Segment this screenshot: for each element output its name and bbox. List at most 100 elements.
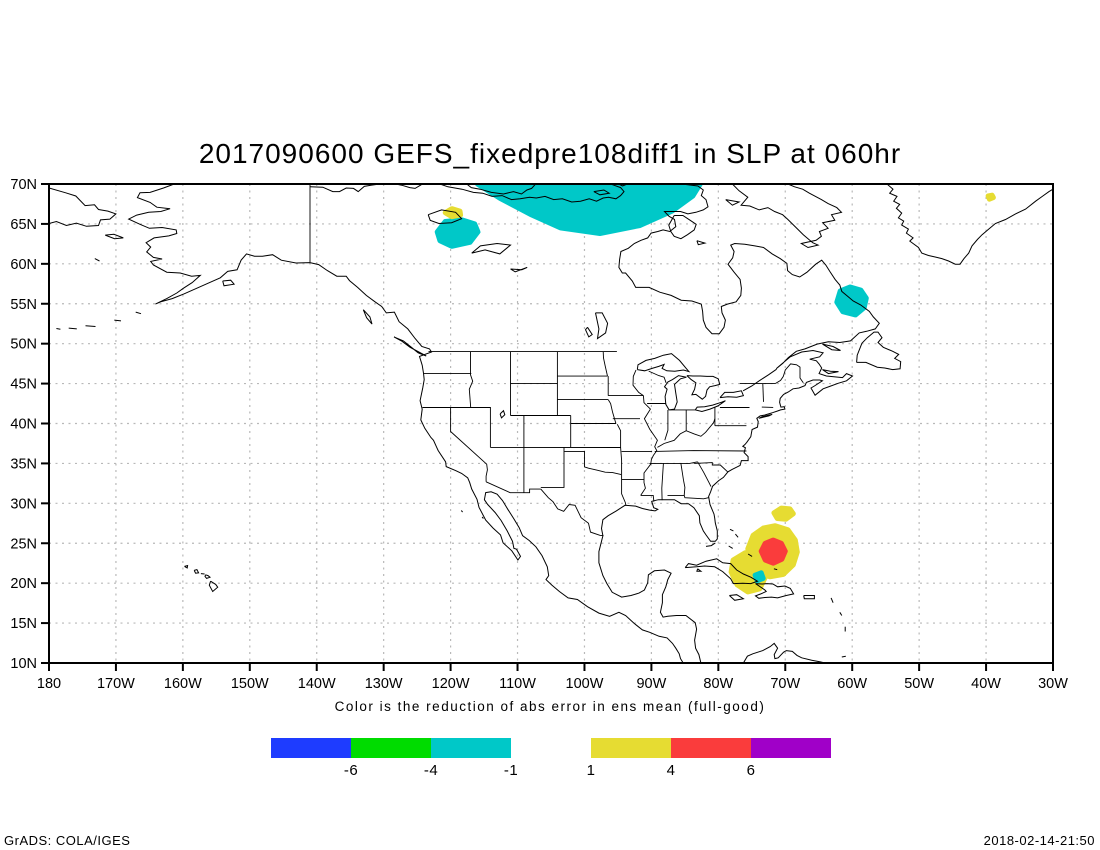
colorbar-level-label: -1 [503, 762, 519, 779]
coastline [742, 368, 777, 392]
lat-tick-label: 50N [10, 337, 37, 353]
lon-tick-label: 160W [164, 676, 202, 692]
state-border [602, 351, 608, 377]
colorbar-segment-negative--6 [271, 738, 351, 758]
lon-tick-label: 170W [97, 676, 135, 692]
coastline [222, 279, 236, 287]
lat-tick-label: 40N [10, 417, 37, 433]
state-border [564, 450, 622, 476]
state-borders [309, 184, 804, 537]
coastline [114, 319, 122, 322]
lon-tick-label: 70W [770, 676, 800, 692]
colorbar-level-label: -6 [343, 762, 359, 779]
coastline [439, 184, 625, 203]
lake-outline [663, 375, 687, 411]
coastline [193, 569, 200, 574]
lon-tick-label: 120W [432, 676, 470, 692]
lat-tick-label: 25N [10, 536, 37, 552]
lon-tick-label: 130W [365, 676, 403, 692]
coastline [754, 583, 795, 599]
lon-tick-label: 80W [703, 676, 733, 692]
state-border [697, 461, 712, 487]
lake-outline [694, 400, 726, 413]
coastline [135, 311, 142, 315]
shaded-region-greenland-positive-dot [985, 192, 996, 202]
plot-title: 2017090600 GEFS_fixedpre108diff1 in SLP … [198, 138, 902, 169]
coastline [460, 510, 463, 513]
axis-ticks [41, 183, 1054, 671]
coastline [85, 325, 96, 327]
state-border [632, 369, 644, 396]
coastline [725, 199, 741, 206]
lake-outline [427, 209, 463, 225]
lon-tick-label: 110W [499, 676, 536, 692]
lake-outline [595, 312, 609, 340]
coastline [684, 558, 759, 585]
coastline [856, 331, 902, 371]
coastline [742, 642, 826, 663]
coastline [94, 258, 100, 262]
coastline [732, 184, 843, 249]
lake-outline [686, 375, 721, 400]
coastline [728, 545, 733, 549]
lat-tick-label: 45N [10, 377, 37, 393]
lon-tick-label: 100W [566, 676, 604, 692]
state-border [640, 395, 658, 496]
state-border [657, 418, 716, 448]
state-border [654, 450, 747, 452]
state-border [667, 494, 710, 500]
state-border [694, 462, 729, 473]
state-border [468, 351, 474, 408]
colorbar-negative [271, 738, 511, 758]
coastline [696, 568, 703, 572]
grads-version-stamp: GrADS: COLA/IGES [4, 833, 131, 848]
lon-tick-label: 180 [37, 676, 61, 692]
shaded-region-hispaniola-negative-dot [752, 570, 766, 584]
state-border [661, 463, 664, 501]
lon-tick-label: 40W [971, 676, 1001, 692]
axis-labels: 70N65N60N55N50N45N40N35N30N25N20N15N10N1… [10, 177, 1068, 692]
colorbar-segment-negative--1 [431, 738, 511, 758]
lon-tick-label: 140W [298, 676, 336, 692]
colorbar-segment-positive-4 [671, 738, 751, 758]
coastline [830, 597, 834, 603]
state-border [620, 447, 623, 475]
coastline [735, 533, 739, 538]
lakes [427, 209, 745, 419]
lon-tick-label: 60W [837, 676, 867, 692]
lon-tick-label: 50W [904, 676, 934, 692]
coastline [105, 233, 124, 240]
map-canvas: 70N65N60N55N50N45N40N35N30N25N20N15N10N1… [10, 177, 1068, 692]
colorbar-caption: Color is the reduction of abs error in e… [334, 699, 766, 714]
coastline [886, 184, 1053, 265]
state-border [664, 409, 669, 441]
coastline [49, 187, 117, 227]
coastline [481, 516, 484, 519]
state-border [450, 407, 488, 482]
lake-outline [471, 242, 512, 255]
state-border [640, 494, 655, 502]
lat-tick-label: 15N [10, 616, 37, 632]
shaded-region-nw-canada-negative [434, 217, 481, 249]
colorbar-level-label: 4 [666, 762, 676, 779]
lake-outline [499, 409, 506, 419]
lon-tick-label: 90W [636, 676, 666, 692]
state-border [762, 383, 764, 402]
state-border [607, 399, 617, 424]
coastline [839, 612, 843, 616]
shaded-region-canadian-arctic-negative [474, 184, 703, 236]
lat-tick-label: 20N [10, 576, 37, 592]
coastline [56, 328, 61, 330]
lon-tick-label: 150W [231, 676, 269, 692]
lake-outline [510, 266, 528, 273]
lat-tick-label: 65N [10, 217, 37, 233]
coastline [747, 553, 753, 557]
coastline [204, 574, 212, 579]
coastline [822, 343, 841, 351]
colorbar-level-label: -4 [423, 762, 439, 779]
state-border [774, 363, 804, 384]
coastline [822, 369, 839, 375]
state-border [680, 463, 686, 496]
coastline [184, 564, 189, 569]
